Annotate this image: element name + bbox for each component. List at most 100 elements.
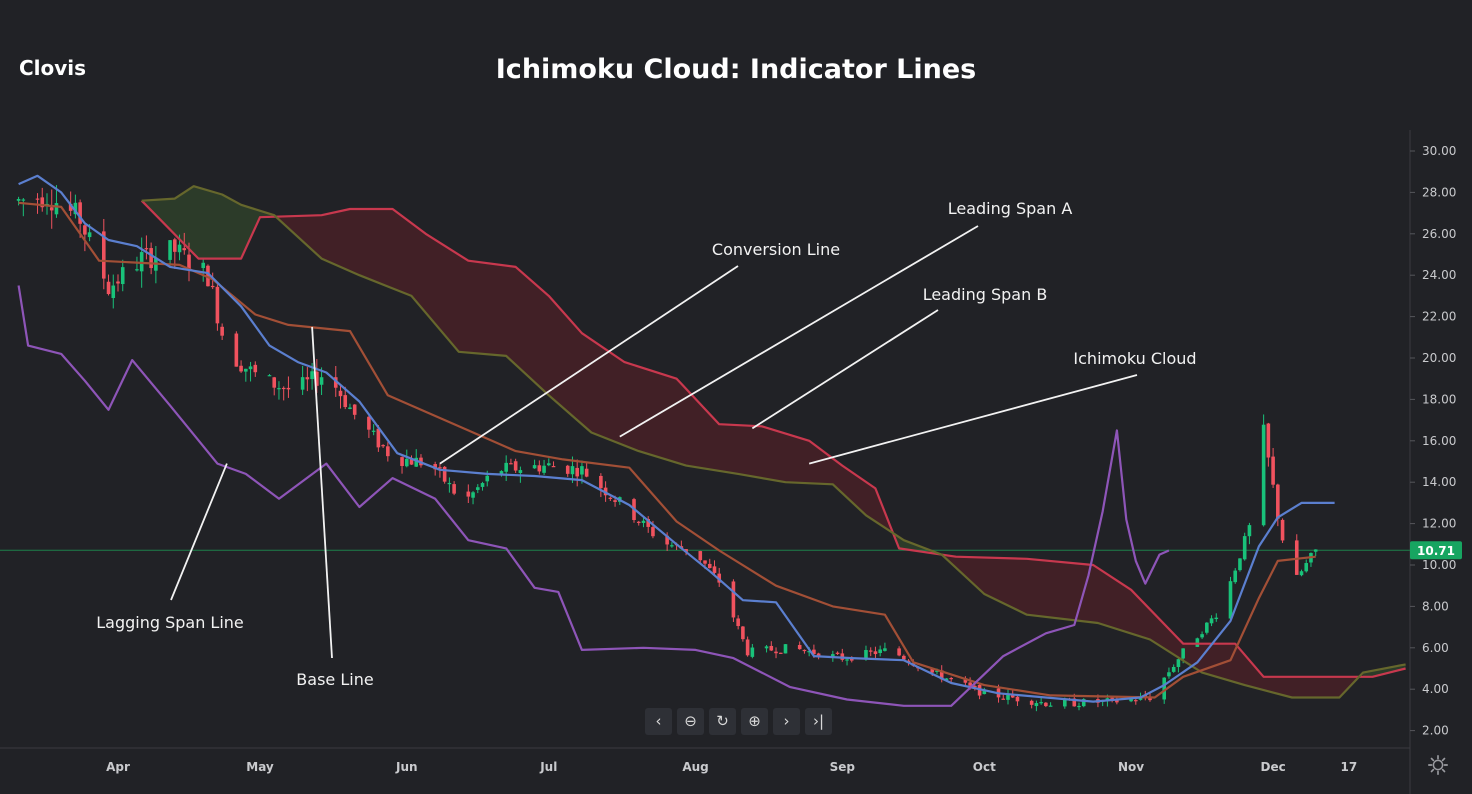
candle-body [1247,525,1252,537]
candle [376,424,381,452]
candle-body [646,519,651,527]
annotation-label: Lagging Span Line [96,613,244,632]
candle-body [641,520,646,523]
candle [244,368,248,382]
annotation: Conversion Line [439,240,840,465]
last-price-label: 10.71 [1417,544,1455,558]
candle-body [1063,699,1067,707]
candle-body [1029,700,1034,705]
candle-body [580,466,584,475]
candle [835,651,840,655]
candle-body [73,202,78,215]
candle-body [1034,703,1039,707]
x-tick-label: Aug [682,760,708,774]
candle-body [234,333,239,367]
candle-body [220,326,224,336]
candle-body [68,203,73,211]
candle-body [1171,666,1176,672]
leading-span-a [141,185,1406,699]
candle [367,414,371,438]
candle-body [835,652,840,654]
candle [1247,522,1252,545]
y-tick-label: 30.00 [1422,144,1456,158]
candle-body [206,265,210,287]
chevron-left-icon[interactable]: ‹ [645,708,672,735]
candle-body [149,248,153,269]
candle-body [1313,549,1318,552]
scroll-to-end-icon[interactable]: ›| [805,708,832,735]
ichimoku-cloud-fill [279,209,890,531]
annotation-pointer [170,463,228,601]
reset-icon[interactable]: ↻ [709,708,736,735]
candle [897,646,901,657]
brand-logo: Clovis [19,56,87,80]
candle [646,516,651,533]
candle [234,331,239,367]
candle-body [944,678,949,681]
candle [1200,631,1204,640]
candle-body [272,377,277,388]
plot-area [0,174,1410,712]
candle-body [120,267,125,285]
candle-body [1115,699,1119,703]
candle [352,404,357,420]
candle [1034,700,1039,712]
candle-body [698,551,703,561]
candle-body [542,465,546,473]
annotation: Leading Span B [751,285,1048,430]
candle-body [513,461,518,471]
candle [1304,559,1309,573]
candle [802,649,807,654]
candle [16,196,21,206]
annotation: Leading Span A [619,199,1072,438]
x-tick-label: Apr [106,760,130,774]
candle [106,274,111,296]
candle-body [466,491,471,497]
candle-body [144,248,149,250]
candle-body [1167,672,1171,677]
candle [201,258,206,282]
candle-body [442,466,447,482]
x-tick-label: 17 [1340,760,1357,774]
candle [1176,656,1181,673]
candle-body [584,468,589,477]
candle-body [376,428,381,448]
candle-body [475,487,480,490]
candle [707,558,712,569]
y-tick-label: 18.00 [1422,392,1456,406]
candle [135,256,139,272]
candle-body [40,197,45,208]
candle-body [764,646,769,649]
candle [168,240,172,267]
candle [774,647,778,659]
y-tick-label: 6.00 [1422,641,1449,655]
candle-body [173,239,177,252]
candle-body [802,649,807,652]
candle [873,646,878,659]
zoom-out-icon[interactable]: ⊖ [677,708,704,735]
candle [750,643,755,659]
gear-icon[interactable] [1427,754,1449,776]
candle-body [949,678,953,680]
candle-body [1081,699,1086,707]
candle-body [1261,424,1266,526]
candle-body [1072,698,1077,707]
candle-body [182,248,187,251]
candle-body [352,404,357,415]
candle [1309,552,1313,567]
candle-body [575,467,579,477]
x-tick-label: May [246,760,274,774]
candle-body [1181,648,1185,659]
candle-body [244,368,248,372]
annotation-pointer [808,374,1138,465]
candle-body [1242,536,1247,560]
candle-body [49,207,54,211]
annotation-label: Leading Span B [923,285,1048,304]
ichimoku-cloud-fill [946,555,1359,698]
candle [1001,694,1006,700]
chevron-right-icon[interactable]: › [773,708,800,735]
candle-body [338,390,343,397]
zoom-in-icon[interactable]: ⊕ [741,708,768,735]
